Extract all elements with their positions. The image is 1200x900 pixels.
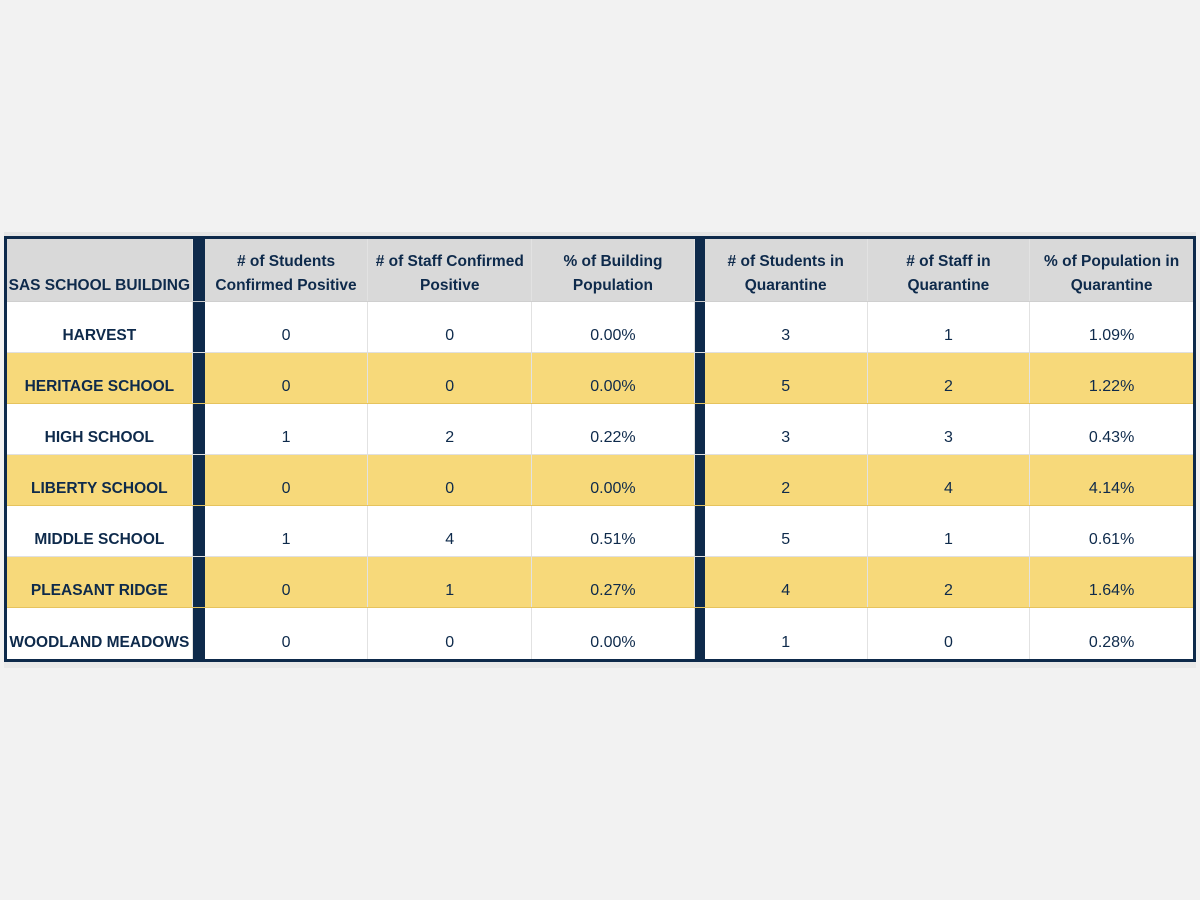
table-row: WOODLAND MEADOWS 0 0 0.00% 1 0 0.28% [7, 608, 1193, 659]
column-divider [192, 608, 205, 659]
header-students-positive: # of Students Confirmed Positive [205, 239, 369, 301]
pct-building-cell: 0.00% [532, 608, 695, 659]
column-divider [694, 404, 705, 454]
staff-positive-cell: 1 [368, 557, 533, 607]
pct-building-cell: 0.00% [532, 302, 695, 352]
building-name: PLEASANT RIDGE [7, 557, 193, 607]
staff-quarantine-cell: 2 [868, 557, 1031, 607]
staff-positive-cell: 4 [368, 506, 533, 556]
staff-positive-cell: 0 [368, 302, 533, 352]
students-quarantine-cell: 4 [705, 557, 868, 607]
column-divider [192, 506, 205, 556]
building-name: HERITAGE SCHOOL [7, 353, 193, 403]
staff-quarantine-cell: 1 [868, 302, 1031, 352]
staff-positive-cell: 0 [368, 353, 533, 403]
students-quarantine-cell: 3 [705, 302, 868, 352]
students-quarantine-cell: 2 [705, 455, 868, 505]
column-divider [694, 239, 705, 301]
table-row: HARVEST 0 0 0.00% 3 1 1.09% [7, 302, 1193, 353]
column-divider [694, 557, 705, 607]
building-name: MIDDLE SCHOOL [7, 506, 193, 556]
students-positive-cell: 0 [205, 608, 369, 659]
header-pct-quarantine: % of Population in Quarantine [1044, 253, 1180, 294]
header-pct-building: % of Building Population [532, 239, 695, 301]
header-staff-quarantine: # of Staff in Quarantine [868, 239, 1031, 301]
building-name: HARVEST [7, 302, 193, 352]
column-divider [694, 506, 705, 556]
staff-positive-cell: 2 [368, 404, 533, 454]
students-positive-cell: 0 [205, 353, 369, 403]
staff-quarantine-cell: 1 [868, 506, 1031, 556]
table-row: HERITAGE SCHOOL 0 0 0.00% 5 2 1.22% [7, 353, 1193, 404]
column-divider [192, 455, 205, 505]
column-divider [192, 557, 205, 607]
staff-quarantine-cell: 0 [868, 608, 1031, 659]
column-divider [192, 353, 205, 403]
pct-building-cell: 0.00% [532, 353, 695, 403]
students-quarantine-cell: 3 [705, 404, 868, 454]
staff-quarantine-cell: 4 [868, 455, 1031, 505]
pct-building-cell: 0.27% [532, 557, 695, 607]
column-divider [192, 404, 205, 454]
pct-quarantine-cell: 4.14% [1088, 480, 1135, 497]
column-divider [694, 608, 705, 659]
column-divider [192, 239, 205, 301]
table-bottom-strip [4, 662, 1196, 668]
table-row: PLEASANT RIDGE 0 1 0.27% 4 2 1.64% [7, 557, 1193, 608]
staff-positive-cell: 0 [368, 608, 533, 659]
column-divider [192, 302, 205, 352]
pct-building-cell: 0.00% [532, 455, 695, 505]
header-staff-positive: # of Staff Confirmed Positive [368, 239, 533, 301]
pct-quarantine-cell: 0.43% [1088, 429, 1135, 446]
pct-quarantine-cell: 1.64% [1088, 582, 1135, 599]
pct-building-cell: 0.22% [532, 404, 695, 454]
table-row: MIDDLE SCHOOL 1 4 0.51% 5 1 0.61% [7, 506, 1193, 557]
pct-building-cell: 0.51% [532, 506, 695, 556]
building-name: LIBERTY SCHOOL [7, 455, 193, 505]
table-top-strip [4, 232, 1196, 236]
table-header-row: SAS SCHOOL BUILDING # of Students Confir… [7, 239, 1193, 302]
table-row: HIGH SCHOOL 1 2 0.22% 3 3 0.43% [7, 404, 1193, 455]
header-students-quarantine: # of Students in Quarantine [705, 239, 868, 301]
pct-quarantine-cell: 0.61% [1088, 531, 1135, 548]
staff-quarantine-cell: 2 [868, 353, 1031, 403]
pct-quarantine-cell: 0.28% [1088, 634, 1135, 651]
staff-quarantine-cell: 3 [868, 404, 1031, 454]
students-quarantine-cell: 5 [705, 506, 868, 556]
column-divider [694, 302, 705, 352]
covid-cases-table: SAS SCHOOL BUILDING # of Students Confir… [4, 236, 1196, 662]
students-positive-cell: 1 [205, 506, 369, 556]
building-name: WOODLAND MEADOWS [7, 608, 193, 659]
column-divider [694, 353, 705, 403]
pct-quarantine-cell: 1.22% [1088, 378, 1135, 395]
staff-positive-cell: 0 [368, 455, 533, 505]
students-positive-cell: 1 [205, 404, 369, 454]
pct-quarantine-cell: 1.09% [1088, 327, 1135, 344]
column-divider [694, 455, 705, 505]
table-row: LIBERTY SCHOOL 0 0 0.00% 2 4 4.14% [7, 455, 1193, 506]
students-positive-cell: 0 [205, 557, 369, 607]
students-quarantine-cell: 1 [705, 608, 868, 659]
students-positive-cell: 0 [205, 302, 369, 352]
students-positive-cell: 0 [205, 455, 369, 505]
header-building: SAS SCHOOL BUILDING [7, 239, 193, 301]
building-name: HIGH SCHOOL [7, 404, 193, 454]
students-quarantine-cell: 5 [705, 353, 868, 403]
